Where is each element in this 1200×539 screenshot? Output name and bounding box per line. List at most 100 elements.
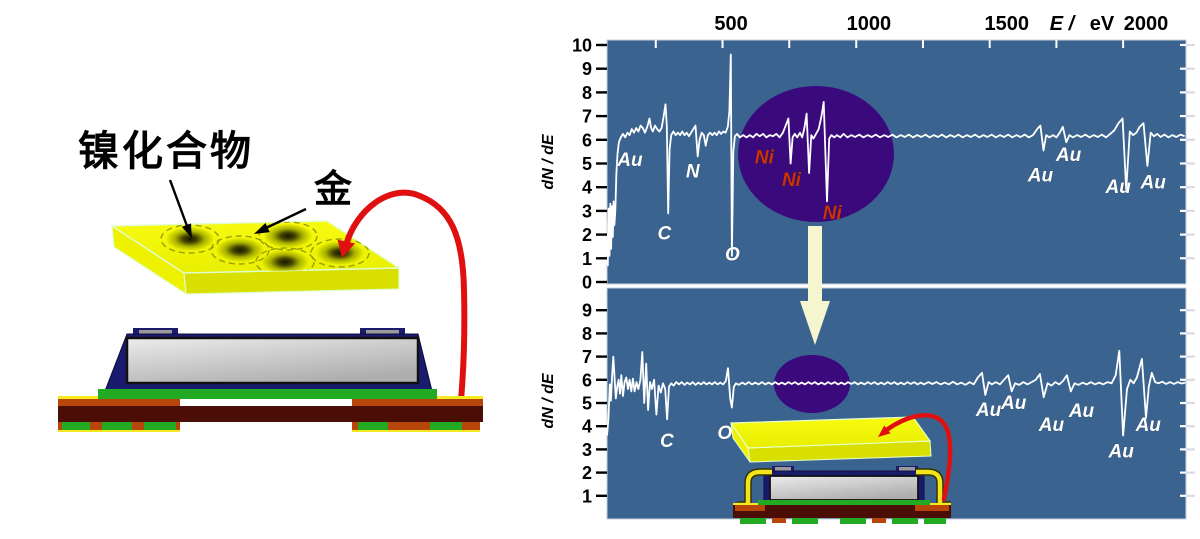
y-axis-tick-label: 0 — [582, 273, 592, 293]
inset-red-wire-arrow — [878, 413, 953, 502]
y-axis-tick-label: 4 — [582, 178, 592, 198]
x-axis-tick-label: 1000 — [847, 13, 892, 35]
gold-plate — [109, 220, 402, 296]
element-label-Ni: Ni — [755, 148, 775, 169]
element-label-C: C — [657, 223, 671, 244]
chip-tab-cap — [366, 330, 399, 335]
board-bottom-pad — [358, 422, 388, 431]
y-axis-tick-label: 5 — [582, 154, 592, 174]
upper-plot-area — [606, 39, 1187, 285]
gold-pointer-arrow — [253, 207, 307, 235]
spot-dashed-ring — [210, 235, 270, 265]
spectrum-trace — [606, 53, 1185, 267]
inset-board-pad — [872, 518, 886, 523]
ni-highlight-ellipse — [738, 86, 894, 222]
contaminant-spot — [166, 227, 214, 251]
chip-package — [104, 328, 433, 392]
y-axis-tick-label: 7 — [582, 347, 592, 367]
element-label-C: C — [660, 431, 674, 452]
spot-dashed-ring — [310, 238, 370, 268]
y-axis-tick-label: 6 — [582, 130, 592, 150]
contaminant-spot — [216, 238, 264, 262]
inset-plate-top — [729, 416, 932, 449]
board-bottom-pad — [102, 422, 132, 431]
y-axis-tick-label: 2 — [582, 225, 592, 245]
inset-chip-body — [769, 475, 919, 501]
y-axis-tick-label: 3 — [582, 440, 592, 460]
y-axis-tick-label: 4 — [582, 417, 592, 437]
board-bottom-copper — [352, 422, 480, 431]
element-label-O: O — [717, 423, 732, 444]
board-copper-pad — [58, 399, 180, 408]
inset-board-copper — [915, 505, 949, 511]
nickel-compound-label: 镍化合物 — [78, 128, 254, 174]
x-axis-tick-label: 500 — [714, 13, 747, 35]
board-bottom-pad — [430, 422, 462, 431]
lower-inset-illustration — [729, 413, 953, 524]
y-axis-tick-label: 8 — [582, 324, 592, 344]
board-substrate — [58, 406, 483, 422]
inset-board — [733, 500, 951, 524]
y-axis-tick-label: 1 — [582, 249, 592, 269]
inset-gold-lead — [916, 469, 951, 508]
contaminant-spots — [160, 221, 370, 273]
element-label-Au: Au — [975, 400, 1002, 421]
spot-dashed-ring — [255, 247, 315, 273]
inset-board-pad — [792, 518, 818, 524]
inset-board-pad — [740, 518, 766, 524]
board-copper-pad — [352, 399, 483, 408]
inset-chip-tab-cap — [775, 467, 791, 471]
inset-board-pad — [772, 518, 786, 523]
element-label-O: O — [725, 245, 740, 266]
inset-board-substrate — [733, 505, 951, 518]
board-green-layer — [98, 389, 437, 399]
y-axis-tick-label: 1 — [582, 486, 592, 506]
contaminant-spot — [261, 250, 309, 273]
element-label-Au: Au — [1108, 442, 1135, 463]
inset-board-copper — [735, 505, 765, 511]
board-gold-line — [58, 430, 180, 432]
board-bottom-pad — [144, 422, 176, 431]
y-axis-tick-label: 3 — [582, 201, 592, 221]
spectrum-trace — [606, 349, 1186, 437]
element-label-Au: Au — [1027, 165, 1054, 186]
inset-gold-plate — [729, 416, 932, 463]
element-label-N: N — [686, 162, 701, 183]
element-label-Ni: Ni — [823, 203, 843, 224]
y-axis-tick-label: 6 — [582, 370, 592, 390]
element-label-Au: Au — [1135, 415, 1162, 436]
x-axis-title: E / — [1050, 13, 1077, 35]
lower-y-axis-title: dN / dE — [540, 372, 557, 428]
inset-chip-package — [737, 466, 951, 509]
gold-label: 金 — [313, 168, 353, 211]
inset-board-pad — [892, 518, 918, 524]
y-axis-tick-label: 5 — [582, 394, 592, 414]
chip-body — [125, 336, 420, 385]
y-axis-tick-label: 8 — [582, 83, 592, 103]
left-illustration: 镍化合物 金 — [58, 128, 483, 432]
inset-gold-lead — [737, 469, 772, 508]
spot-dashed-ring — [258, 221, 318, 251]
inset-board-pad — [840, 518, 866, 524]
element-label-Au: Au — [1140, 172, 1167, 193]
circuit-board — [58, 389, 483, 432]
contaminant-spot — [316, 241, 364, 265]
y-axis-tick-label: 7 — [582, 107, 592, 127]
nickel-pointer-arrow — [168, 179, 192, 239]
contaminant-spot — [264, 224, 312, 248]
upper-y-axis-title: dN / dE — [540, 133, 557, 189]
element-label-Ni: Ni — [782, 170, 802, 191]
x-axis-unit: eV — [1090, 13, 1115, 35]
y-axis-tick-label: 9 — [582, 301, 592, 321]
y-axis-tick-label: 9 — [582, 59, 592, 79]
chip-tab-cap — [139, 330, 172, 335]
board-bottom-pad — [62, 422, 90, 431]
process-arrow-down — [800, 226, 830, 345]
red-wire-arrow — [337, 189, 468, 403]
y-axis-tick-label: 2 — [582, 463, 592, 483]
